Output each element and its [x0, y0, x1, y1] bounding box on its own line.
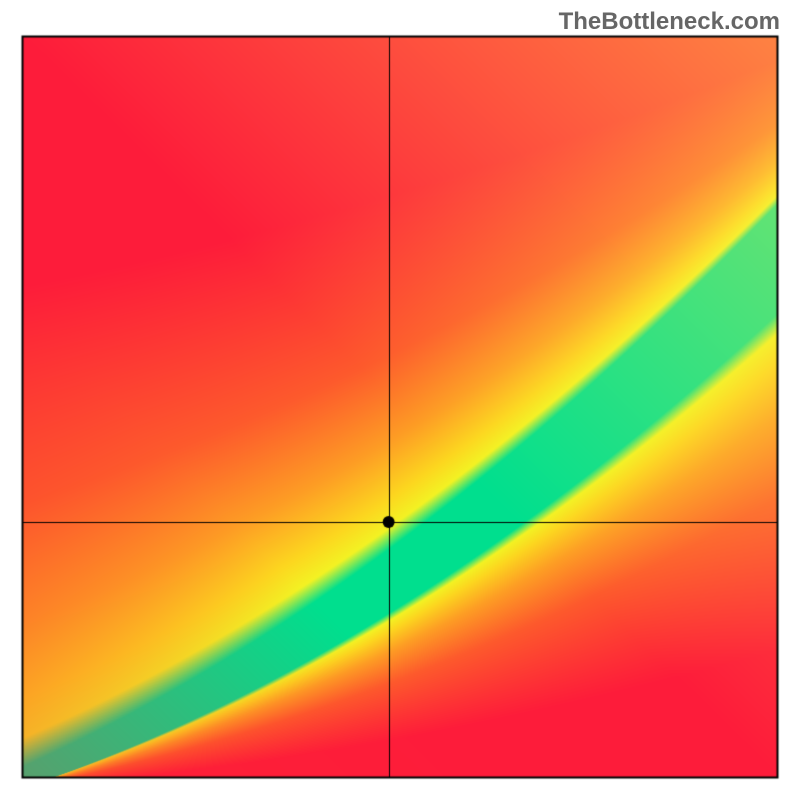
- watermark-text: TheBottleneck.com: [559, 8, 780, 36]
- bottleneck-heatmap-canvas: [0, 0, 800, 800]
- chart-container: TheBottleneck.com: [0, 0, 800, 800]
